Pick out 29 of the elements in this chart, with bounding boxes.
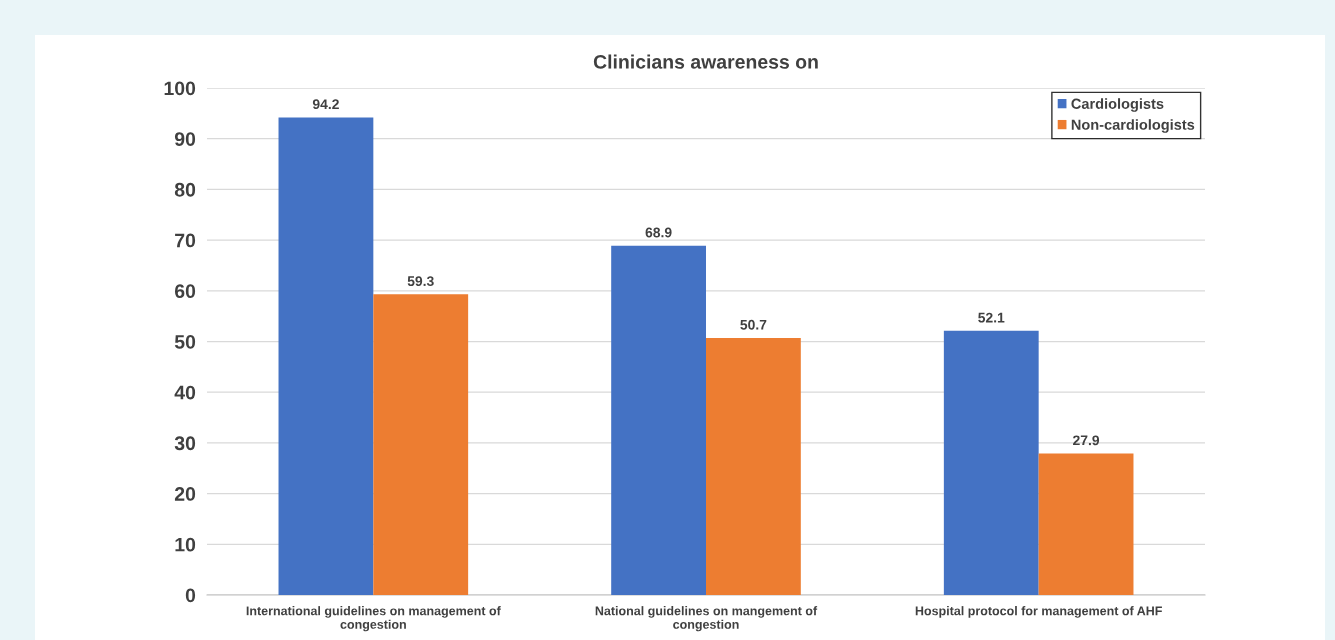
- y-tick-label: 80: [174, 182, 196, 197]
- y-tick-label: 30: [174, 436, 196, 451]
- chart-title: Clinicians awareness on: [593, 54, 818, 69]
- data-label: 59.3: [407, 276, 434, 287]
- y-tick-label: 60: [174, 284, 196, 299]
- y-tick-label: 0: [185, 588, 196, 603]
- data-label: 52.1: [978, 312, 1005, 323]
- bar: [706, 337, 801, 595]
- y-tick-label: 20: [174, 487, 196, 501]
- y-tick-label: 50: [174, 334, 196, 349]
- x-tick-label: National guidelines on mangement of congestion: [595, 606, 818, 632]
- x-tick-label: International guidelines on management of congestion: [246, 606, 501, 632]
- data-label: 50.7: [740, 319, 767, 330]
- data-label: 68.9: [645, 227, 672, 238]
- y-tick-label: 40: [174, 385, 196, 400]
- legend-label: Cardiologists: [1071, 98, 1164, 112]
- y-tick-label: 10: [175, 537, 196, 552]
- data-label: 94.2: [312, 99, 339, 110]
- bar: [943, 330, 1039, 595]
- bar: [611, 245, 706, 595]
- bar: [278, 117, 374, 595]
- legend-label: Non-cardiologists: [1071, 119, 1195, 133]
- y-tick-label: 70: [175, 233, 196, 248]
- y-tick-label: 100: [164, 81, 196, 96]
- bar: [1038, 453, 1134, 595]
- x-tick-label: Hospital protocol for management of AHF: [915, 606, 1162, 618]
- y-tick-label: 90: [174, 132, 196, 146]
- data-label: 27.9: [1073, 435, 1100, 446]
- bar: [373, 294, 469, 595]
